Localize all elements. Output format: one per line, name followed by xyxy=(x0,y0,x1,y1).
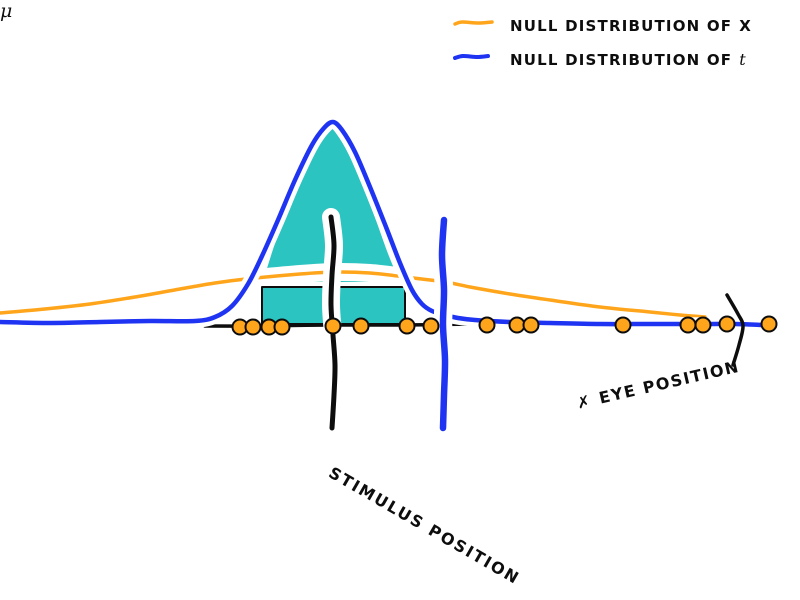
legend-swatch-x xyxy=(453,20,494,26)
eye-position-dot xyxy=(679,316,697,334)
legend-variable-x: X xyxy=(739,17,752,35)
eye-position-dot xyxy=(694,316,712,334)
legend-label-x: NULL DISTRIBUTION OF xyxy=(510,17,733,35)
eye-position-dot xyxy=(273,318,291,336)
eye-position-dot xyxy=(244,318,262,336)
eye-position-dot xyxy=(522,316,540,334)
t-null-curve xyxy=(0,119,765,328)
legend-entry-x: NULL DISTRIBUTION OF X xyxy=(510,17,752,35)
legend-variable-t: t xyxy=(739,50,747,69)
legend-label-t: NULL DISTRIBUTION OF xyxy=(510,51,733,69)
eye-position-dot xyxy=(614,316,632,334)
eye-position-dot xyxy=(508,316,526,334)
x-null-curve xyxy=(0,270,707,319)
legend-swatch-t xyxy=(453,53,490,60)
eye-position-dot xyxy=(352,317,370,335)
legend-entry-t: NULL DISTRIBUTION OF t xyxy=(510,50,747,69)
hat-accent: ˆ xyxy=(5,0,12,8)
mu-glyph: μ xyxy=(0,0,13,22)
eye-position-dot xyxy=(324,317,342,335)
axis-end-tick xyxy=(725,293,745,367)
x-marker-icon: ✗ xyxy=(574,390,594,413)
eye-position-dot xyxy=(478,316,496,334)
mu-hat-line xyxy=(438,216,449,432)
eye-position-dot xyxy=(398,317,416,335)
eye-position-dot xyxy=(422,317,440,335)
eye-position-dot xyxy=(760,315,778,333)
eye-position-dot xyxy=(718,315,736,333)
